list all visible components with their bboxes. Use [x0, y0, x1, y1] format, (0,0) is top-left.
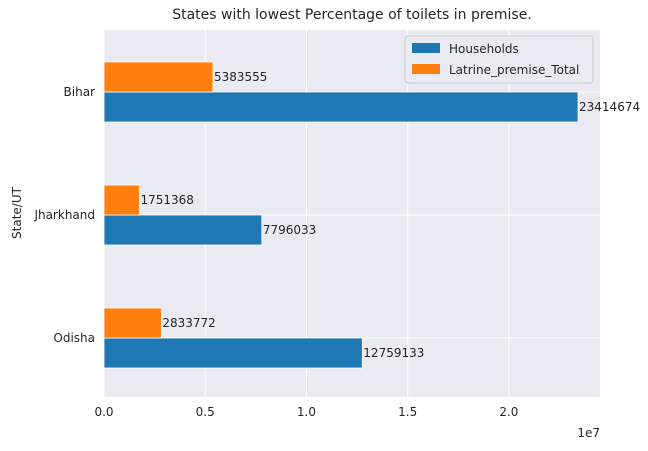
data-label: 2833772 — [162, 316, 215, 330]
data-label: 5383555 — [214, 70, 267, 84]
x-tick-label: 2.0 — [499, 405, 518, 419]
bar-households-jharkhand — [103, 214, 263, 246]
y-axis-label: State/UT — [10, 186, 24, 239]
x-tick-label: 1.5 — [398, 405, 417, 419]
x-tick-label: 1.0 — [297, 405, 316, 419]
y-axis-ticks: Bihar Jharkhand Odisha — [33, 85, 95, 345]
data-label: 23414674 — [579, 100, 640, 114]
legend-label-latrine: Latrine_premise_Total — [449, 63, 579, 77]
data-label: 7796033 — [263, 223, 316, 237]
bars — [103, 61, 579, 369]
bar-latrine-odisha — [103, 307, 162, 339]
data-labels: 23414674 7796033 12759133 5383555 1751368 283… — [140, 70, 640, 360]
bar-latrine-bihar — [103, 61, 214, 93]
y-tick-label: Bihar — [64, 85, 96, 99]
bar-latrine-jharkhand — [103, 184, 140, 216]
x-axis-ticks: 0.0 0.5 1.0 1.5 2.0 — [94, 405, 518, 419]
bar-households-bihar — [103, 91, 579, 123]
legend-label-households: Households — [449, 42, 519, 56]
bar-households-odisha — [103, 337, 363, 369]
legend-swatch-latrine — [412, 64, 440, 74]
data-label: 12759133 — [363, 346, 424, 360]
x-tick-label: 0.0 — [94, 405, 113, 419]
legend-swatch-households — [412, 43, 440, 53]
legend: Households Latrine_premise_Total — [404, 35, 594, 84]
y-tick-label: Jharkhand — [33, 208, 95, 222]
x-axis-offset-label: 1e7 — [577, 426, 600, 440]
chart-title: States with lowest Percentage of toilets… — [172, 7, 532, 23]
x-tick-label: 0.5 — [196, 405, 215, 419]
data-label: 1751368 — [140, 193, 193, 207]
y-tick-label: Odisha — [53, 331, 95, 345]
legend-frame — [404, 35, 594, 84]
